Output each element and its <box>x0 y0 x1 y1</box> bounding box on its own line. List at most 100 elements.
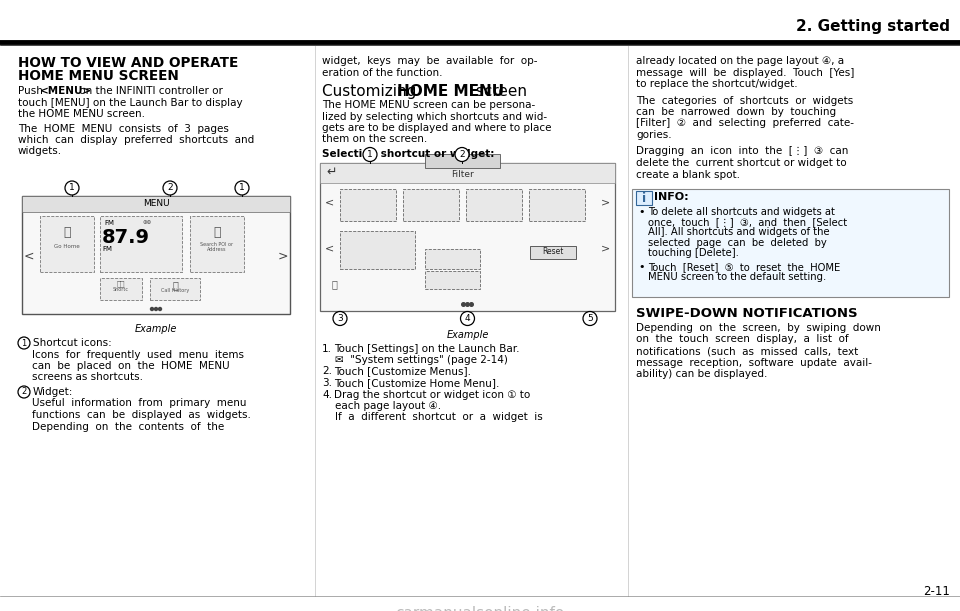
Text: Icons  for  frequently  used  menu  items: Icons for frequently used menu items <box>32 349 244 359</box>
Text: 3.: 3. <box>322 378 332 388</box>
Circle shape <box>235 181 249 195</box>
Text: message  will  be  displayed.  Touch  [Yes]: message will be displayed. Touch [Yes] <box>636 67 854 78</box>
Text: MENU screen to the default setting.: MENU screen to the default setting. <box>648 272 827 282</box>
Text: on the INFINITI controller or: on the INFINITI controller or <box>76 86 223 96</box>
Text: touching [Delete].: touching [Delete]. <box>648 248 739 258</box>
Text: >: > <box>277 249 288 263</box>
Text: 1: 1 <box>69 183 75 192</box>
Text: FM: FM <box>102 246 112 252</box>
Text: The  HOME  MENU  consists  of  3  pages: The HOME MENU consists of 3 pages <box>18 123 228 133</box>
Bar <box>22 196 290 212</box>
Text: lized by selecting which shortcuts and wid-: lized by selecting which shortcuts and w… <box>322 111 547 122</box>
Bar <box>403 189 459 221</box>
Bar <box>632 189 949 297</box>
Text: ⏮⏸: ⏮⏸ <box>117 280 125 287</box>
Text: MENU: MENU <box>143 200 169 208</box>
Circle shape <box>466 302 469 306</box>
Bar <box>150 278 200 300</box>
Circle shape <box>18 337 30 349</box>
Text: eration of the function.: eration of the function. <box>322 67 443 78</box>
Text: The HOME MENU screen can be persona-: The HOME MENU screen can be persona- <box>322 100 536 110</box>
Text: 2.: 2. <box>322 367 332 376</box>
Text: HOW TO VIEW AND OPERATE: HOW TO VIEW AND OPERATE <box>18 56 238 70</box>
Text: Shortc: Shortc <box>113 287 129 292</box>
Circle shape <box>455 147 469 161</box>
Text: <: < <box>24 249 35 263</box>
Text: HOME MENU SCREEN: HOME MENU SCREEN <box>18 69 179 83</box>
Text: them on the screen.: them on the screen. <box>322 134 427 144</box>
Text: 4: 4 <box>465 314 470 323</box>
Text: the HOME MENU screen.: the HOME MENU screen. <box>18 109 145 119</box>
Bar <box>40 216 94 272</box>
Text: Touch [Settings] on the Launch Bar.: Touch [Settings] on the Launch Bar. <box>334 343 519 354</box>
Text: carmanualsonline.info: carmanualsonline.info <box>396 606 564 611</box>
Text: Customizing: Customizing <box>322 84 421 99</box>
Circle shape <box>469 302 473 306</box>
Text: 1: 1 <box>239 183 245 192</box>
Text: i: i <box>642 191 646 205</box>
Bar <box>340 189 396 221</box>
Text: Touch  [Reset]  ⑤  to  reset  the  HOME: Touch [Reset] ⑤ to reset the HOME <box>648 262 840 272</box>
Text: HOME MENU: HOME MENU <box>397 84 504 99</box>
Text: create a blank spot.: create a blank spot. <box>636 169 740 180</box>
Text: ⊕⊕: ⊕⊕ <box>143 220 152 225</box>
Text: Touch [Customize Home Menu].: Touch [Customize Home Menu]. <box>334 378 499 388</box>
Circle shape <box>461 312 474 326</box>
Text: Example: Example <box>134 324 178 334</box>
Circle shape <box>583 312 597 326</box>
Text: already located on the page layout ④, a: already located on the page layout ④, a <box>636 56 844 66</box>
Text: Widget:: Widget: <box>33 387 73 397</box>
Text: 3: 3 <box>337 314 343 323</box>
Text: 87.9: 87.9 <box>102 228 150 247</box>
Text: ✉  "System settings" (page 2-14): ✉ "System settings" (page 2-14) <box>335 355 508 365</box>
Text: 2-11: 2-11 <box>924 585 950 598</box>
Text: 2. Getting started: 2. Getting started <box>796 18 950 34</box>
Text: gories.: gories. <box>636 130 672 140</box>
Text: 5: 5 <box>588 314 593 323</box>
Text: to replace the shortcut/widget.: to replace the shortcut/widget. <box>636 79 798 89</box>
Circle shape <box>163 181 177 195</box>
Text: can  be  narrowed  down  by  touching: can be narrowed down by touching <box>636 107 836 117</box>
Text: [Filter]  ②  and  selecting  preferred  cate-: [Filter] ② and selecting preferred cate- <box>636 119 854 128</box>
Text: ↵: ↵ <box>326 166 337 179</box>
Bar <box>425 271 480 288</box>
Text: Reset: Reset <box>542 247 564 256</box>
Text: Selecting shortcut or widget:: Selecting shortcut or widget: <box>322 149 494 159</box>
Text: widget,  keys  may  be  available  for  op-: widget, keys may be available for op- <box>322 56 538 66</box>
Text: SWIPE-DOWN NOTIFICATIONS: SWIPE-DOWN NOTIFICATIONS <box>636 307 857 320</box>
Text: The  categories  of  shortcuts  or  widgets: The categories of shortcuts or widgets <box>636 95 853 106</box>
Text: Depending  on  the  screen,  by  swiping  down: Depending on the screen, by swiping down <box>636 323 881 333</box>
Bar <box>530 246 576 258</box>
Text: <: < <box>325 244 335 254</box>
Text: gets are to be displayed and where to place: gets are to be displayed and where to pl… <box>322 123 551 133</box>
Bar <box>529 189 585 221</box>
Text: Dragging  an  icon  into  the  [⋮]  ③  can: Dragging an icon into the [⋮] ③ can <box>636 147 849 156</box>
Text: widgets.: widgets. <box>18 147 62 156</box>
Bar <box>100 216 182 272</box>
Circle shape <box>363 147 377 161</box>
Circle shape <box>155 307 157 310</box>
Circle shape <box>333 312 347 326</box>
Text: INFO:: INFO: <box>654 192 688 202</box>
Text: ability) can be displayed.: ability) can be displayed. <box>636 369 767 379</box>
Text: on  the  touch  screen  display,  a  list  of: on the touch screen display, a list of <box>636 334 849 345</box>
Text: selected  page  can  be  deleted  by: selected page can be deleted by <box>648 238 827 247</box>
Text: 1.: 1. <box>322 343 332 354</box>
Text: Drag the shortcut or widget icon ① to: Drag the shortcut or widget icon ① to <box>334 389 530 400</box>
Text: •: • <box>638 207 644 217</box>
Text: message  reception,  software  update  avail-: message reception, software update avail… <box>636 357 872 367</box>
Text: functions  can  be  displayed  as  widgets.: functions can be displayed as widgets. <box>32 410 251 420</box>
Text: 2: 2 <box>21 387 27 397</box>
Bar <box>22 196 290 314</box>
Text: notifications  (such  as  missed  calls,  text: notifications (such as missed calls, tex… <box>636 346 858 356</box>
Bar <box>320 163 615 310</box>
Text: All]. All shortcuts and widgets of the: All]. All shortcuts and widgets of the <box>648 227 829 238</box>
Text: Address: Address <box>207 247 227 252</box>
Text: Search POI or: Search POI or <box>201 242 233 247</box>
Bar <box>190 216 244 272</box>
Text: each page layout ④.: each page layout ④. <box>335 401 442 411</box>
Text: Go Home: Go Home <box>54 244 80 249</box>
Text: Shortcut icons:: Shortcut icons: <box>33 338 111 348</box>
Text: FM: FM <box>104 220 114 226</box>
Bar <box>425 249 480 268</box>
